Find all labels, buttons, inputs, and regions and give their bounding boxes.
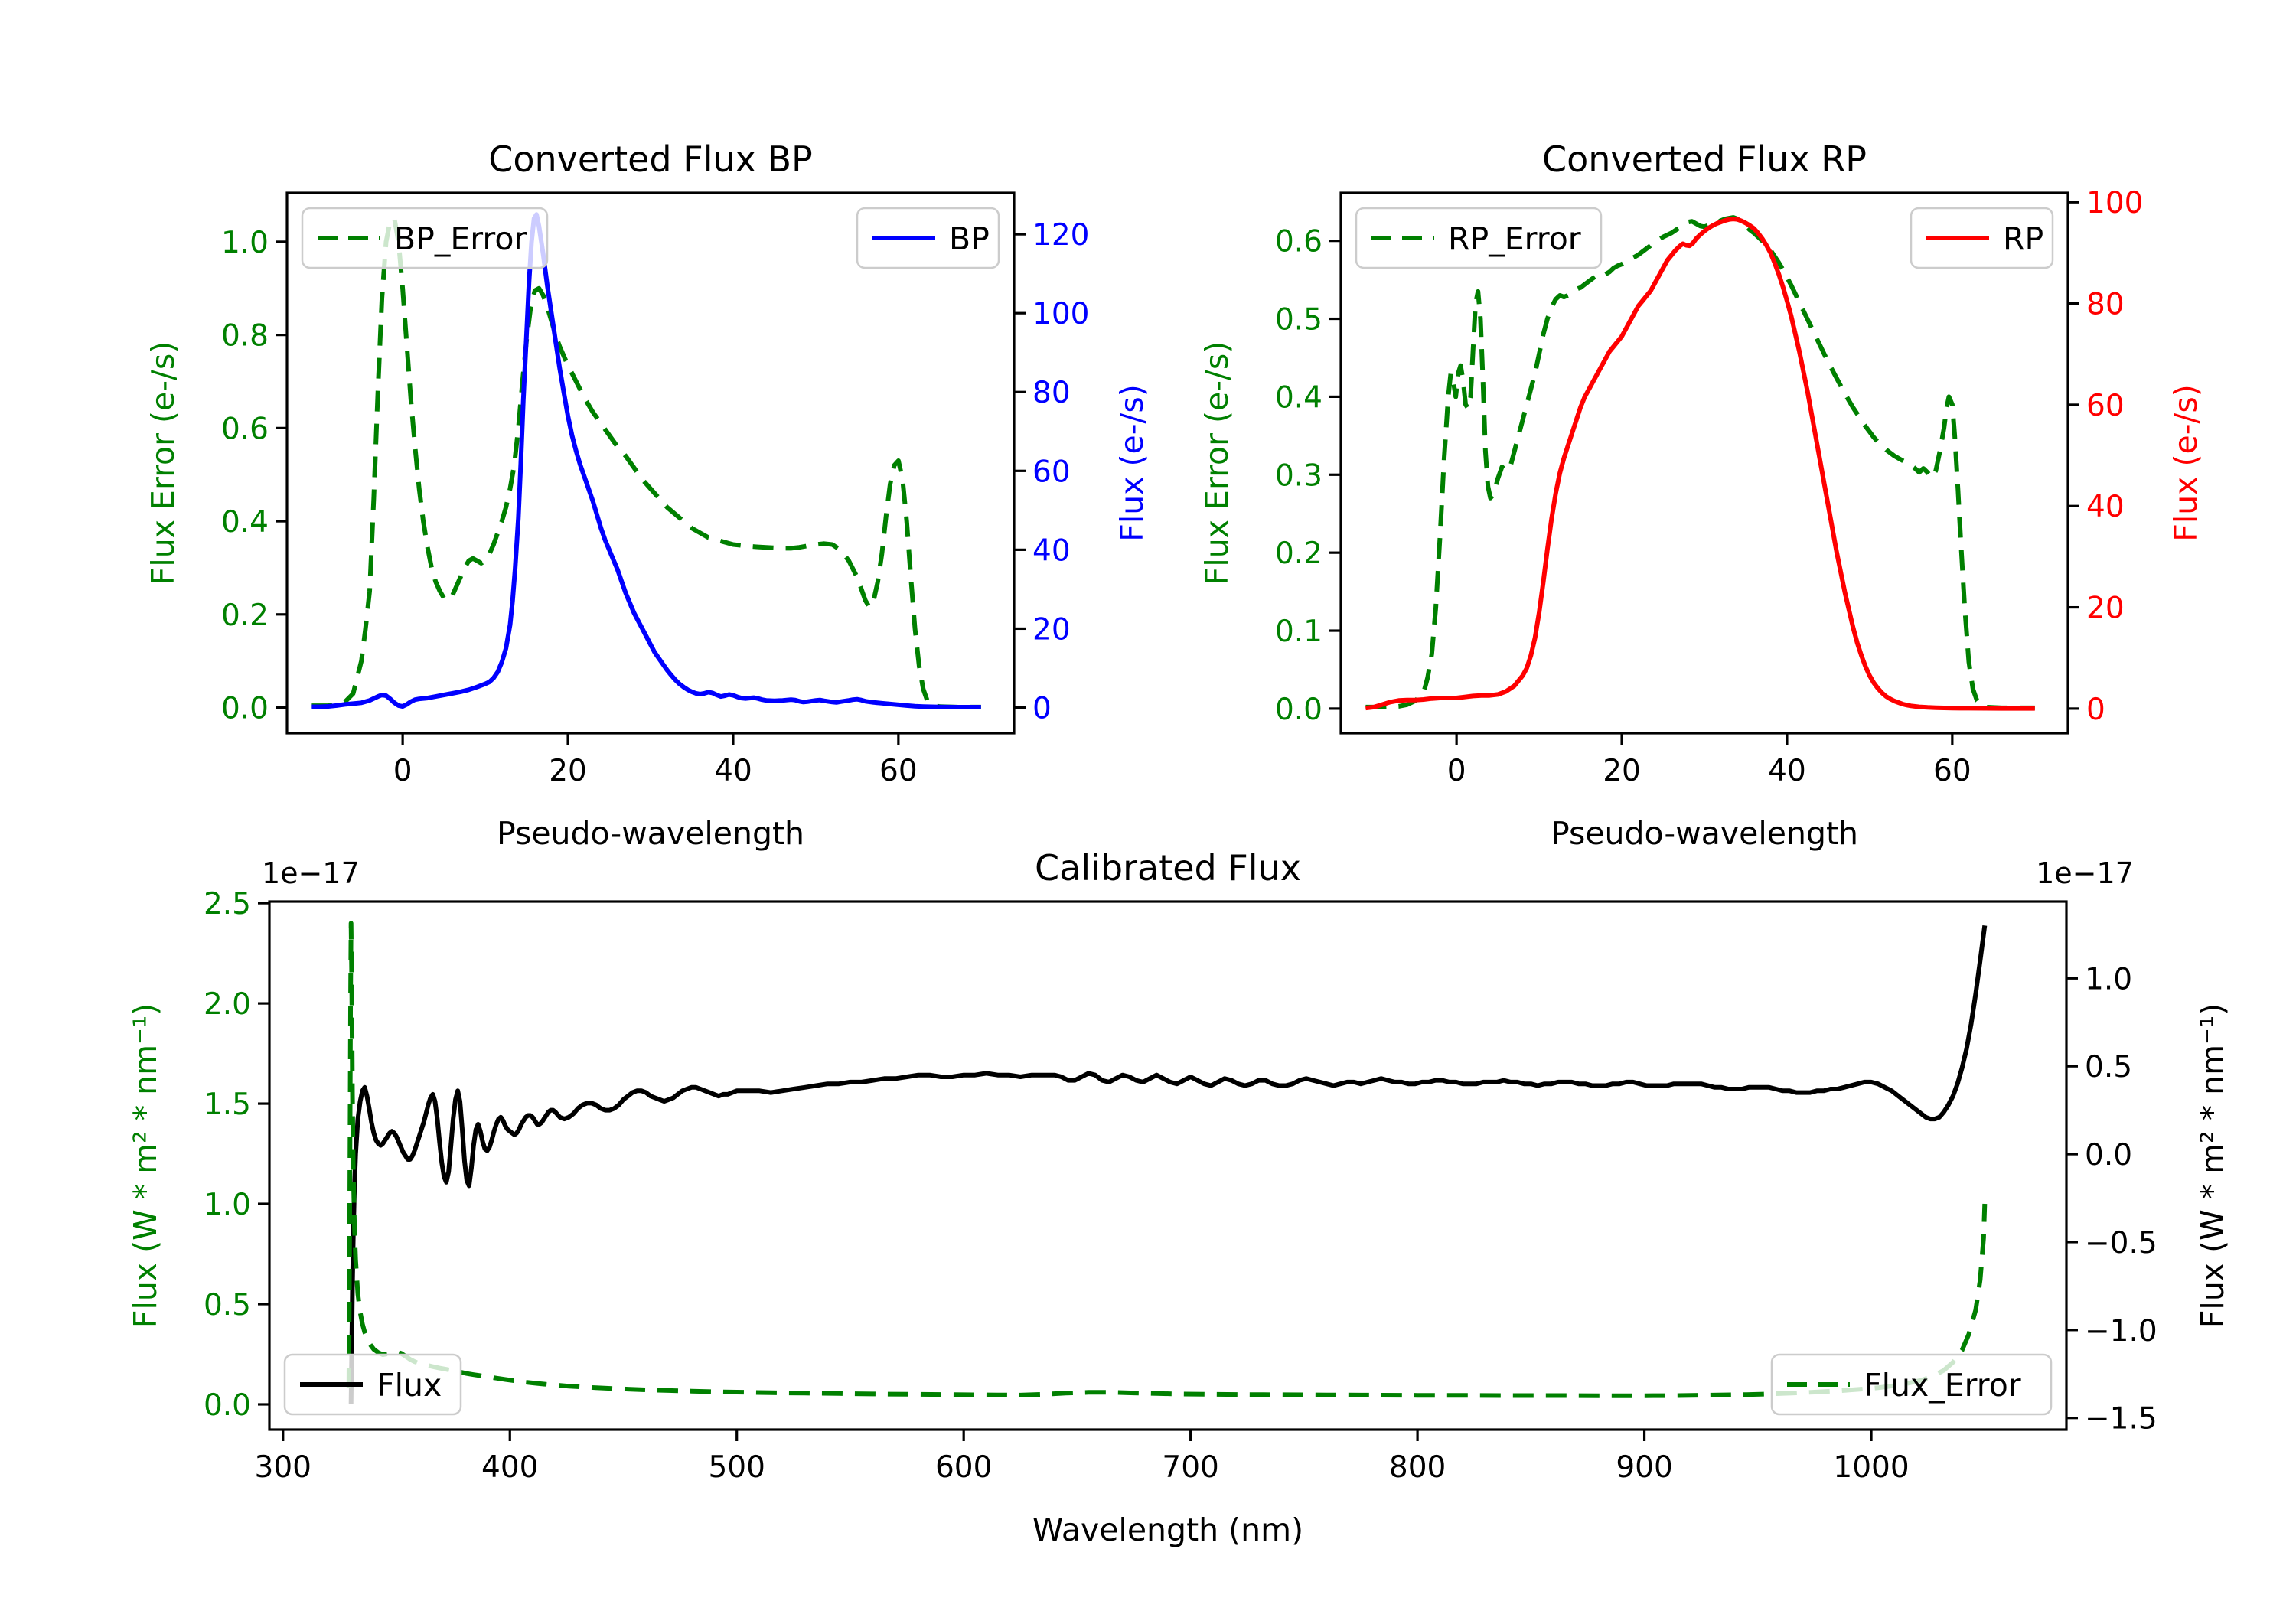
x-tick-label: 500 [708, 1450, 765, 1485]
y-tick-label-right: 120 [1032, 218, 1089, 253]
y-tick-label-right: 20 [2086, 592, 2125, 626]
y-tick-label-right: 80 [2086, 288, 2125, 322]
bp-error-legend: BP_Error [301, 207, 549, 269]
calibrated-ylabel-left: Flux (W * m² * nm⁻¹) [127, 1003, 164, 1328]
y-tick-label-left: 0.2 [1275, 536, 1322, 571]
plot-rp: Converted Flux RP Pseudo-wavelength Flux E… [1199, 139, 2204, 852]
y-tick-label-left: 0.3 [1275, 458, 1322, 493]
legend-box [1355, 207, 1603, 269]
y-tick-label-right: 20 [1032, 612, 1071, 647]
y-tick-label-left: 1.0 [204, 1188, 251, 1222]
x-tick-label: 700 [1162, 1450, 1218, 1485]
legend-label: Flux_Error [1864, 1367, 2021, 1404]
y-tick-label-right: 0 [2086, 693, 2105, 727]
y-tick-label-left: 0.4 [221, 505, 269, 540]
x-tick-label: 60 [1933, 754, 1971, 788]
y-tick-label-left: 0.0 [1275, 693, 1322, 727]
x-tick-label: 600 [935, 1450, 992, 1485]
y-tick-label-right: 40 [2086, 490, 2125, 524]
x-tick-label: 0 [393, 754, 413, 788]
y-tick-label-right: 40 [1032, 533, 1071, 568]
y-tick-label-right: 60 [2086, 389, 2125, 423]
y-tick-label-left: 0.6 [1275, 225, 1322, 259]
y-tick-label-right: 80 [1032, 376, 1071, 410]
legend-box [301, 207, 549, 269]
x-tick-label: 20 [1603, 754, 1641, 788]
x-tick-label: 20 [549, 754, 587, 788]
calibrated-offset-right: 1e−17 [2036, 856, 2134, 890]
plot-bp: Converted Flux BP Pseudo-wavelength Flux E… [145, 139, 1150, 852]
y-tick-label-right: 1.0 [2085, 962, 2132, 996]
calibrated-xlabel: Wavelength (nm) [1032, 1512, 1303, 1548]
legend-label: RP [2003, 220, 2043, 257]
bp-frame [285, 191, 1016, 735]
flux-legend: Flux [283, 1353, 462, 1416]
flux-line [348, 925, 1988, 1404]
calibrated-frame [268, 900, 2068, 1431]
legend-label: BP_Error [394, 220, 527, 257]
y-tick-label-right: 100 [2086, 186, 2143, 220]
y-tick-label-left: 1.0 [221, 226, 269, 260]
bp-ylabel-right: Flux (e-/s) [1114, 384, 1150, 541]
bp-legend: BP [856, 207, 1000, 269]
calibrated-offset-left: 1e−17 [262, 856, 360, 890]
rp-frame [1339, 191, 2069, 735]
y-tick-label-right: 0 [1032, 692, 1052, 726]
legend-label: BP [949, 220, 990, 257]
legend-box [1770, 1353, 2053, 1416]
y-tick-label-right: −0.5 [2085, 1226, 2157, 1260]
rp-ylabel-left: Flux Error (e-/s) [1199, 341, 1235, 585]
flux-error-line [346, 921, 1988, 1398]
bp-error-line [311, 216, 981, 709]
legend-label: Flux [377, 1367, 442, 1404]
y-tick-label-left: 0.0 [221, 692, 269, 726]
y-tick-label-left: 0.8 [221, 319, 269, 354]
y-tick-label-left: 0.1 [1275, 615, 1322, 649]
x-tick-label: 900 [1616, 1450, 1672, 1485]
flux-error-legend: Flux_Error [1770, 1353, 2053, 1416]
y-tick-label-left: 0.2 [221, 598, 269, 633]
x-tick-label: 400 [481, 1450, 538, 1485]
y-tick-label-left: 0.0 [204, 1388, 251, 1423]
y-tick-label-right: −1.0 [2085, 1314, 2157, 1348]
y-tick-label-left: 0.5 [204, 1288, 251, 1322]
y-tick-label-left: 2.5 [204, 887, 251, 921]
rp-legend: RP [1910, 207, 2054, 269]
legend-box [283, 1353, 462, 1416]
y-tick-label-right: 0.0 [2085, 1138, 2132, 1172]
legend-label: RP_Error [1448, 220, 1581, 257]
y-tick-label-left: 2.0 [204, 987, 251, 1022]
y-tick-label-right: 60 [1032, 455, 1071, 489]
x-tick-label: 40 [1768, 754, 1806, 788]
calibrated-title: Calibrated Flux [1035, 847, 1301, 889]
y-tick-label-right: −1.5 [2085, 1402, 2157, 1437]
bp-line [311, 212, 981, 709]
y-tick-label-right: 0.5 [2085, 1050, 2132, 1084]
rp-error-legend: RP_Error [1355, 207, 1603, 269]
x-tick-label: 60 [879, 754, 918, 788]
y-tick-label-right: 100 [1032, 297, 1089, 331]
rp-title: Converted Flux RP [1542, 139, 1867, 180]
y-tick-label-left: 0.4 [1275, 380, 1322, 415]
rp-ylabel-right: Flux (e-/s) [2167, 384, 2204, 541]
bp-title: Converted Flux BP [488, 139, 813, 180]
x-tick-label: 300 [255, 1450, 311, 1485]
bp-xlabel: Pseudo-wavelength [497, 815, 804, 852]
rp-error-line [1365, 215, 2035, 710]
x-tick-label: 40 [714, 754, 752, 788]
y-tick-label-left: 0.6 [221, 412, 269, 446]
plot-calibrated: Calibrated Flux Wavelength (nm) Flux (W * … [127, 847, 2231, 1548]
y-tick-label-left: 1.5 [204, 1088, 251, 1122]
rp-xlabel: Pseudo-wavelength [1551, 815, 1858, 852]
calibrated-ylabel-right: Flux (W * m² * nm⁻¹) [2194, 1003, 2231, 1328]
x-tick-label: 800 [1389, 1450, 1446, 1485]
x-tick-label: 0 [1447, 754, 1466, 788]
y-tick-label-left: 0.5 [1275, 303, 1322, 338]
rp-line [1365, 217, 2035, 711]
bp-ylabel-left: Flux Error (e-/s) [145, 341, 181, 585]
x-tick-label: 1000 [1833, 1450, 1909, 1485]
